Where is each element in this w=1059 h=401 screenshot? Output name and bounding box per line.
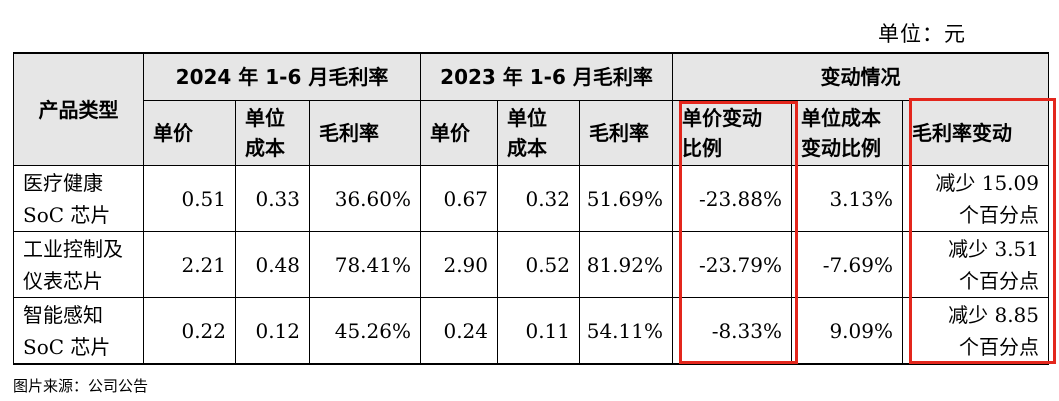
price-2023: 0.67	[420, 165, 498, 232]
margin-change: 减少 3.51 个百分点	[902, 231, 1049, 298]
table-row: 智能感知 SoC 芯片 0.22 0.12 45.26% 0.24 0.11 5…	[13, 297, 1049, 365]
cost-2023: 0.32	[497, 165, 580, 232]
margin-2023: 81.92%	[579, 231, 673, 298]
cost-2024: 0.48	[235, 231, 310, 298]
margin-2023: 54.11%	[579, 297, 673, 365]
product-type-header: 产品类型	[13, 52, 144, 166]
gross-margin-table: 产品类型 2024 年 1-6 月毛利率 2023 年 1-6 月毛利率 变动情…	[13, 52, 1049, 365]
price-2024: 0.22	[143, 297, 236, 365]
cost-change: 3.13%	[791, 165, 903, 232]
col-cost-change: 单位成本 变动比例	[791, 100, 903, 166]
price-change: -8.33%	[672, 297, 792, 365]
highlight-margin-change-column	[909, 98, 1056, 364]
cost-change: 9.09%	[791, 297, 903, 365]
margin-2024: 36.60%	[309, 165, 421, 232]
col-cost-2023: 单位 成本	[497, 100, 580, 166]
source-note: 图片来源：公司公告	[13, 377, 149, 395]
product-name: 医疗健康 SoC 芯片	[13, 165, 144, 232]
header-2023: 2023 年 1-6 月毛利率	[420, 52, 673, 101]
margin-change: 减少 8.85 个百分点	[902, 297, 1049, 365]
price-2024: 2.21	[143, 231, 236, 298]
col-margin-2024: 毛利率	[309, 100, 421, 166]
col-price-2024: 单价	[143, 100, 236, 166]
col-cost-2024: 单位 成本	[235, 100, 310, 166]
product-name: 工业控制及 仪表芯片	[13, 231, 144, 298]
col-price-change: 单价变动 比例	[672, 100, 792, 166]
price-2023: 2.90	[420, 231, 498, 298]
col-price-2023: 单价	[420, 100, 498, 166]
table-row: 工业控制及 仪表芯片 2.21 0.48 78.41% 2.90 0.52 81…	[13, 231, 1049, 298]
margin-2024: 78.41%	[309, 231, 421, 298]
margin-2023: 51.69%	[579, 165, 673, 232]
product-name: 智能感知 SoC 芯片	[13, 297, 144, 365]
margin-change: 减少 15.09 个百分点	[902, 165, 1049, 232]
cost-2024: 0.33	[235, 165, 310, 232]
unit-label: 单位：元	[878, 22, 966, 46]
margin-2024: 45.26%	[309, 297, 421, 365]
cost-2023: 0.11	[497, 297, 580, 365]
header-row-groups: 产品类型 2024 年 1-6 月毛利率 2023 年 1-6 月毛利率 变动情…	[13, 52, 1049, 166]
price-2024: 0.51	[143, 165, 236, 232]
header-row-columns: 单价 单位 成本 毛利率 单价 单位 成本 毛利率 单价变动 比例 单位成本 变…	[14, 100, 1049, 166]
col-margin-2023: 毛利率	[579, 100, 673, 166]
highlight-price-change-column	[679, 101, 798, 364]
table-row: 医疗健康 SoC 芯片 0.51 0.33 36.60% 0.67 0.32 5…	[13, 165, 1049, 232]
col-margin-change: 毛利率变动	[902, 100, 1049, 166]
price-2023: 0.24	[420, 297, 498, 365]
cost-change: -7.69%	[791, 231, 903, 298]
header-change: 变动情况	[672, 52, 1049, 101]
cost-2024: 0.12	[235, 297, 310, 365]
cost-2023: 0.52	[497, 231, 580, 298]
header-2024: 2024 年 1-6 月毛利率	[143, 52, 421, 101]
